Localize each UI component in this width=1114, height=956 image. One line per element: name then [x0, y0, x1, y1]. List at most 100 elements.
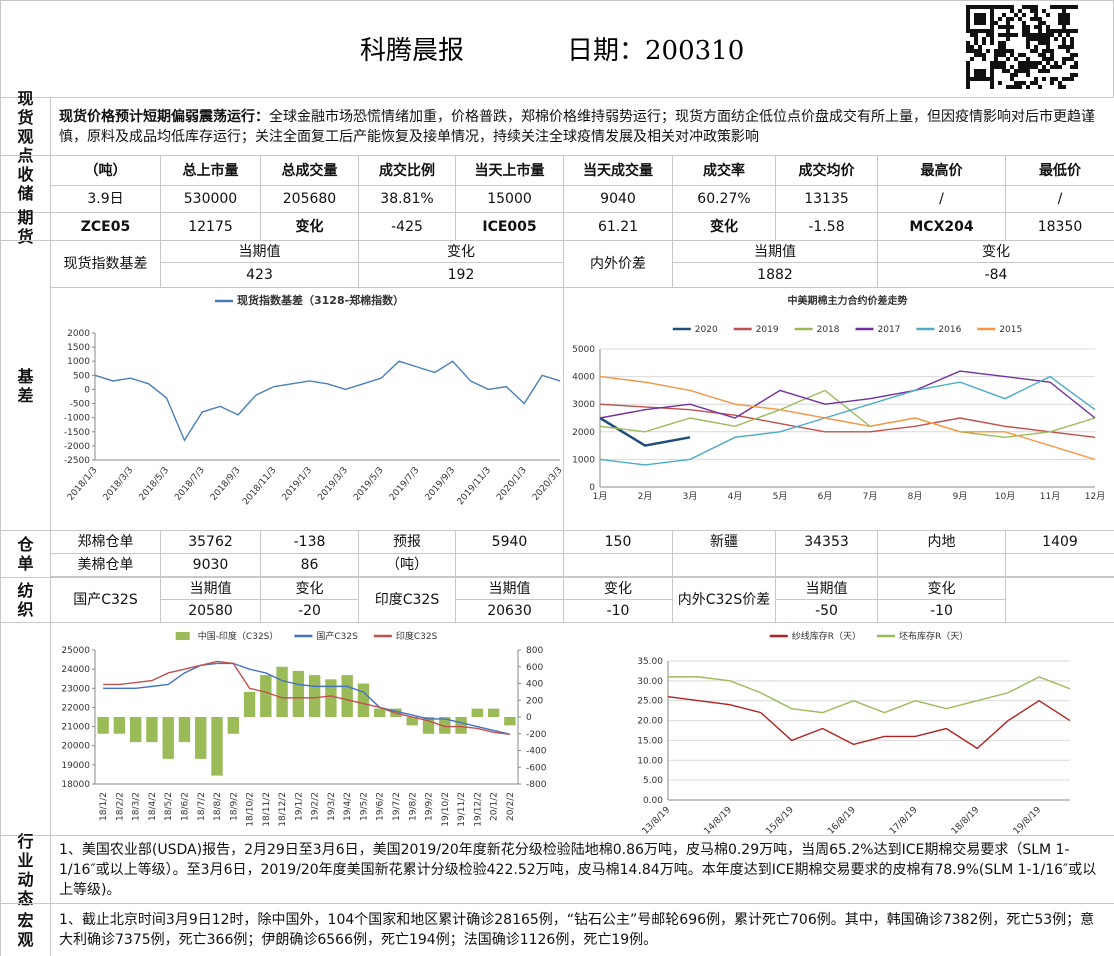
- x-tick-label: 18/4/2: [148, 792, 158, 821]
- x-tick-label: 19/4/2: [343, 792, 353, 821]
- qr-dot: [978, 21, 982, 25]
- table-value: 内地: [877, 530, 1006, 554]
- header-box: [0, 0, 1114, 98]
- y-tick-label: 21000: [61, 723, 90, 733]
- qr-dot: [966, 13, 970, 17]
- qr-dot: [978, 69, 982, 73]
- column-header: 总上市量: [160, 155, 261, 186]
- qr-dot: [1006, 57, 1010, 61]
- qr-dot: [1034, 9, 1038, 13]
- bar: [276, 666, 288, 717]
- line-series: [103, 662, 511, 735]
- qr-dot: [1018, 9, 1022, 13]
- qr-dot: [1026, 73, 1030, 77]
- qr-dot: [1058, 45, 1062, 49]
- column-header: 变化: [358, 240, 564, 263]
- x-tick-label: 10月: [995, 491, 1015, 502]
- qr-dot: [982, 37, 986, 41]
- qr-dot: [990, 73, 994, 77]
- qr-dot: [998, 5, 1002, 9]
- x-tick-label: 2019/3/3: [316, 465, 350, 502]
- qr-dot: [990, 25, 994, 29]
- qr-dot: [1042, 57, 1046, 61]
- column-header: 最低价: [1005, 155, 1114, 186]
- x-tick-label: 18/2/2: [115, 792, 125, 821]
- qr-dot: [1038, 25, 1042, 29]
- qr-dot: [966, 17, 970, 21]
- qr-dot: [990, 29, 994, 33]
- qr-dot: [990, 5, 994, 9]
- qr-dot: [1014, 57, 1018, 61]
- qr-dot: [1034, 81, 1038, 85]
- bar: [422, 717, 435, 734]
- qr-dot: [1034, 45, 1038, 49]
- qr-dot: [1010, 25, 1014, 29]
- qr-dot: [1018, 53, 1022, 57]
- qr-dot: [978, 77, 982, 81]
- y-tick-label: 3000: [572, 400, 595, 410]
- qr-dot: [1010, 49, 1014, 53]
- y-tick-label: 1000: [67, 357, 90, 367]
- qr-dot: [974, 29, 978, 33]
- qr-dot: [1014, 69, 1018, 73]
- qr-dot: [1050, 77, 1054, 81]
- y-tick-label: 20000: [61, 742, 90, 752]
- table-value: [455, 553, 564, 577]
- qr-code: [966, 5, 1078, 89]
- x-tick-label: 2020/3/3: [531, 465, 563, 502]
- x-tick-label: 17/8/19: [888, 805, 920, 835]
- table-value: 9040: [563, 185, 673, 213]
- group-name: 内外C32S价差: [672, 577, 776, 623]
- legend-label: 2019: [756, 325, 779, 335]
- table-value: 新疆: [672, 530, 776, 554]
- legend-label: 2018: [817, 325, 840, 335]
- x-tick-label: 14/8/19: [702, 805, 734, 835]
- qr-dot: [1046, 45, 1050, 49]
- qr-dot: [998, 25, 1002, 29]
- table-value: 变化: [260, 212, 359, 241]
- qr-dot: [974, 13, 978, 17]
- qr-dot: [978, 53, 982, 57]
- x-tick-label: 3月: [683, 491, 698, 502]
- qr-dot: [990, 69, 994, 73]
- column-header: （吨）: [50, 155, 161, 186]
- qr-dot: [1018, 69, 1022, 73]
- qr-dot: [1062, 41, 1066, 45]
- qr-dot: [1046, 25, 1050, 29]
- qr-dot: [1046, 49, 1050, 53]
- x-tick-label: 18/8/19: [950, 805, 982, 835]
- qr-dot: [1006, 5, 1010, 9]
- qr-dot: [1026, 5, 1030, 9]
- qr-dot: [974, 21, 978, 25]
- x-tick-label: 18/5/2: [164, 792, 174, 821]
- qr-dot: [982, 29, 986, 33]
- qr-dot: [1014, 13, 1018, 17]
- qr-dot: [978, 5, 982, 9]
- qr-dot: [1014, 85, 1018, 89]
- qr-dot: [970, 77, 974, 81]
- bar: [260, 675, 272, 717]
- qr-dot: [982, 41, 986, 45]
- qr-dot: [1034, 61, 1038, 65]
- qr-dot: [1066, 5, 1070, 9]
- qr-dot: [998, 53, 1002, 57]
- section-label: 行业动态: [0, 832, 51, 908]
- qr-dot: [1002, 69, 1006, 73]
- y-tick-label: 2000: [572, 428, 595, 438]
- y2-tick-label: 400: [526, 680, 543, 690]
- table-value: -10: [563, 599, 673, 623]
- legend-label: 现货指数基差（3128-郑棉指数）: [237, 293, 404, 307]
- x-tick-label: 2018/3/3: [102, 465, 136, 502]
- qr-dot: [1042, 37, 1046, 41]
- qr-dot: [1026, 85, 1030, 89]
- qr-dot: [1026, 65, 1030, 69]
- qr-dot: [1034, 77, 1038, 81]
- table-value: 86: [260, 553, 359, 577]
- qr-dot: [1030, 37, 1034, 41]
- qr-dot: [990, 81, 994, 85]
- y2-tick-label: -200: [526, 730, 547, 740]
- y-tick-label: -1000: [64, 414, 90, 424]
- qr-dot: [966, 25, 970, 29]
- table-value: /: [877, 185, 1006, 213]
- line-series: [599, 375, 1096, 466]
